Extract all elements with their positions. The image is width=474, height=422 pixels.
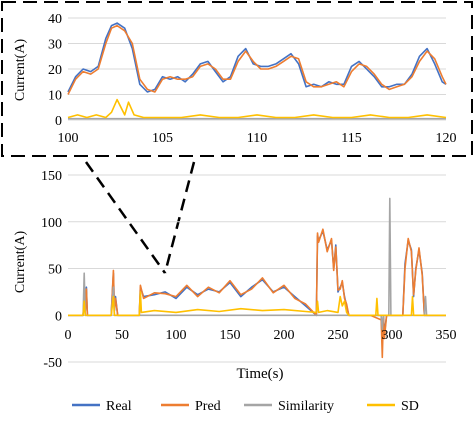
main-y-tick-label: 0 <box>55 309 62 324</box>
inset-x-tick-label: 110 <box>247 131 267 146</box>
inset-y-tick-label: 40 <box>48 12 62 27</box>
legend-label-pred: Pred <box>195 399 221 414</box>
zoom-connector-left <box>84 161 167 274</box>
main-x-tick-label: 250 <box>328 328 349 343</box>
inset-y-tick-label: 30 <box>48 38 62 53</box>
inset-x-tick-label: 120 <box>436 131 457 146</box>
main-x-tick-label: 0 <box>65 328 72 343</box>
main-x-tick-label: 200 <box>274 328 295 343</box>
inset-y-tick-label: 20 <box>48 63 62 78</box>
main-y-tick-label: 150 <box>41 169 62 184</box>
main-x-tick-label: 150 <box>220 328 241 343</box>
main-y-axis-title: Current(A) <box>13 231 28 294</box>
inset-x-tick-label: 100 <box>58 131 79 146</box>
main-x-tick-label: 100 <box>166 328 187 343</box>
inset-series-sd <box>67 98 447 119</box>
inset-series-pred <box>67 24 447 95</box>
inset-y-tick-label: 10 <box>48 89 62 104</box>
inset-x-tick-label: 105 <box>152 131 173 146</box>
zoom-connector-right <box>163 161 196 274</box>
legend-label-real: Real <box>106 399 132 414</box>
inset-y-axis-title: Current(A) <box>13 39 28 102</box>
main-x-tick-label: 300 <box>382 328 403 343</box>
main-x-tick-label: 350 <box>436 328 457 343</box>
main-x-axis-title: Time(s) <box>237 366 284 382</box>
inset-x-tick-label: 115 <box>341 131 361 146</box>
legend-label-similarity: Similarity <box>278 399 334 414</box>
main-y-tick-label: 50 <box>48 263 62 278</box>
inset-chart: 0 10 20 30 40 100 105 110 115 120 <box>48 12 457 146</box>
legend: Real Pred Similarity SD <box>72 399 419 414</box>
legend-label-sd: SD <box>401 399 419 414</box>
main-series-sd <box>68 291 446 317</box>
main-y-tick-label: 100 <box>41 216 62 231</box>
main-y-tick-label: -50 <box>43 356 62 371</box>
main-x-tick-label: 50 <box>115 328 129 343</box>
inset-y-tick-label: 0 <box>55 114 62 129</box>
inset-frame <box>1 1 473 157</box>
